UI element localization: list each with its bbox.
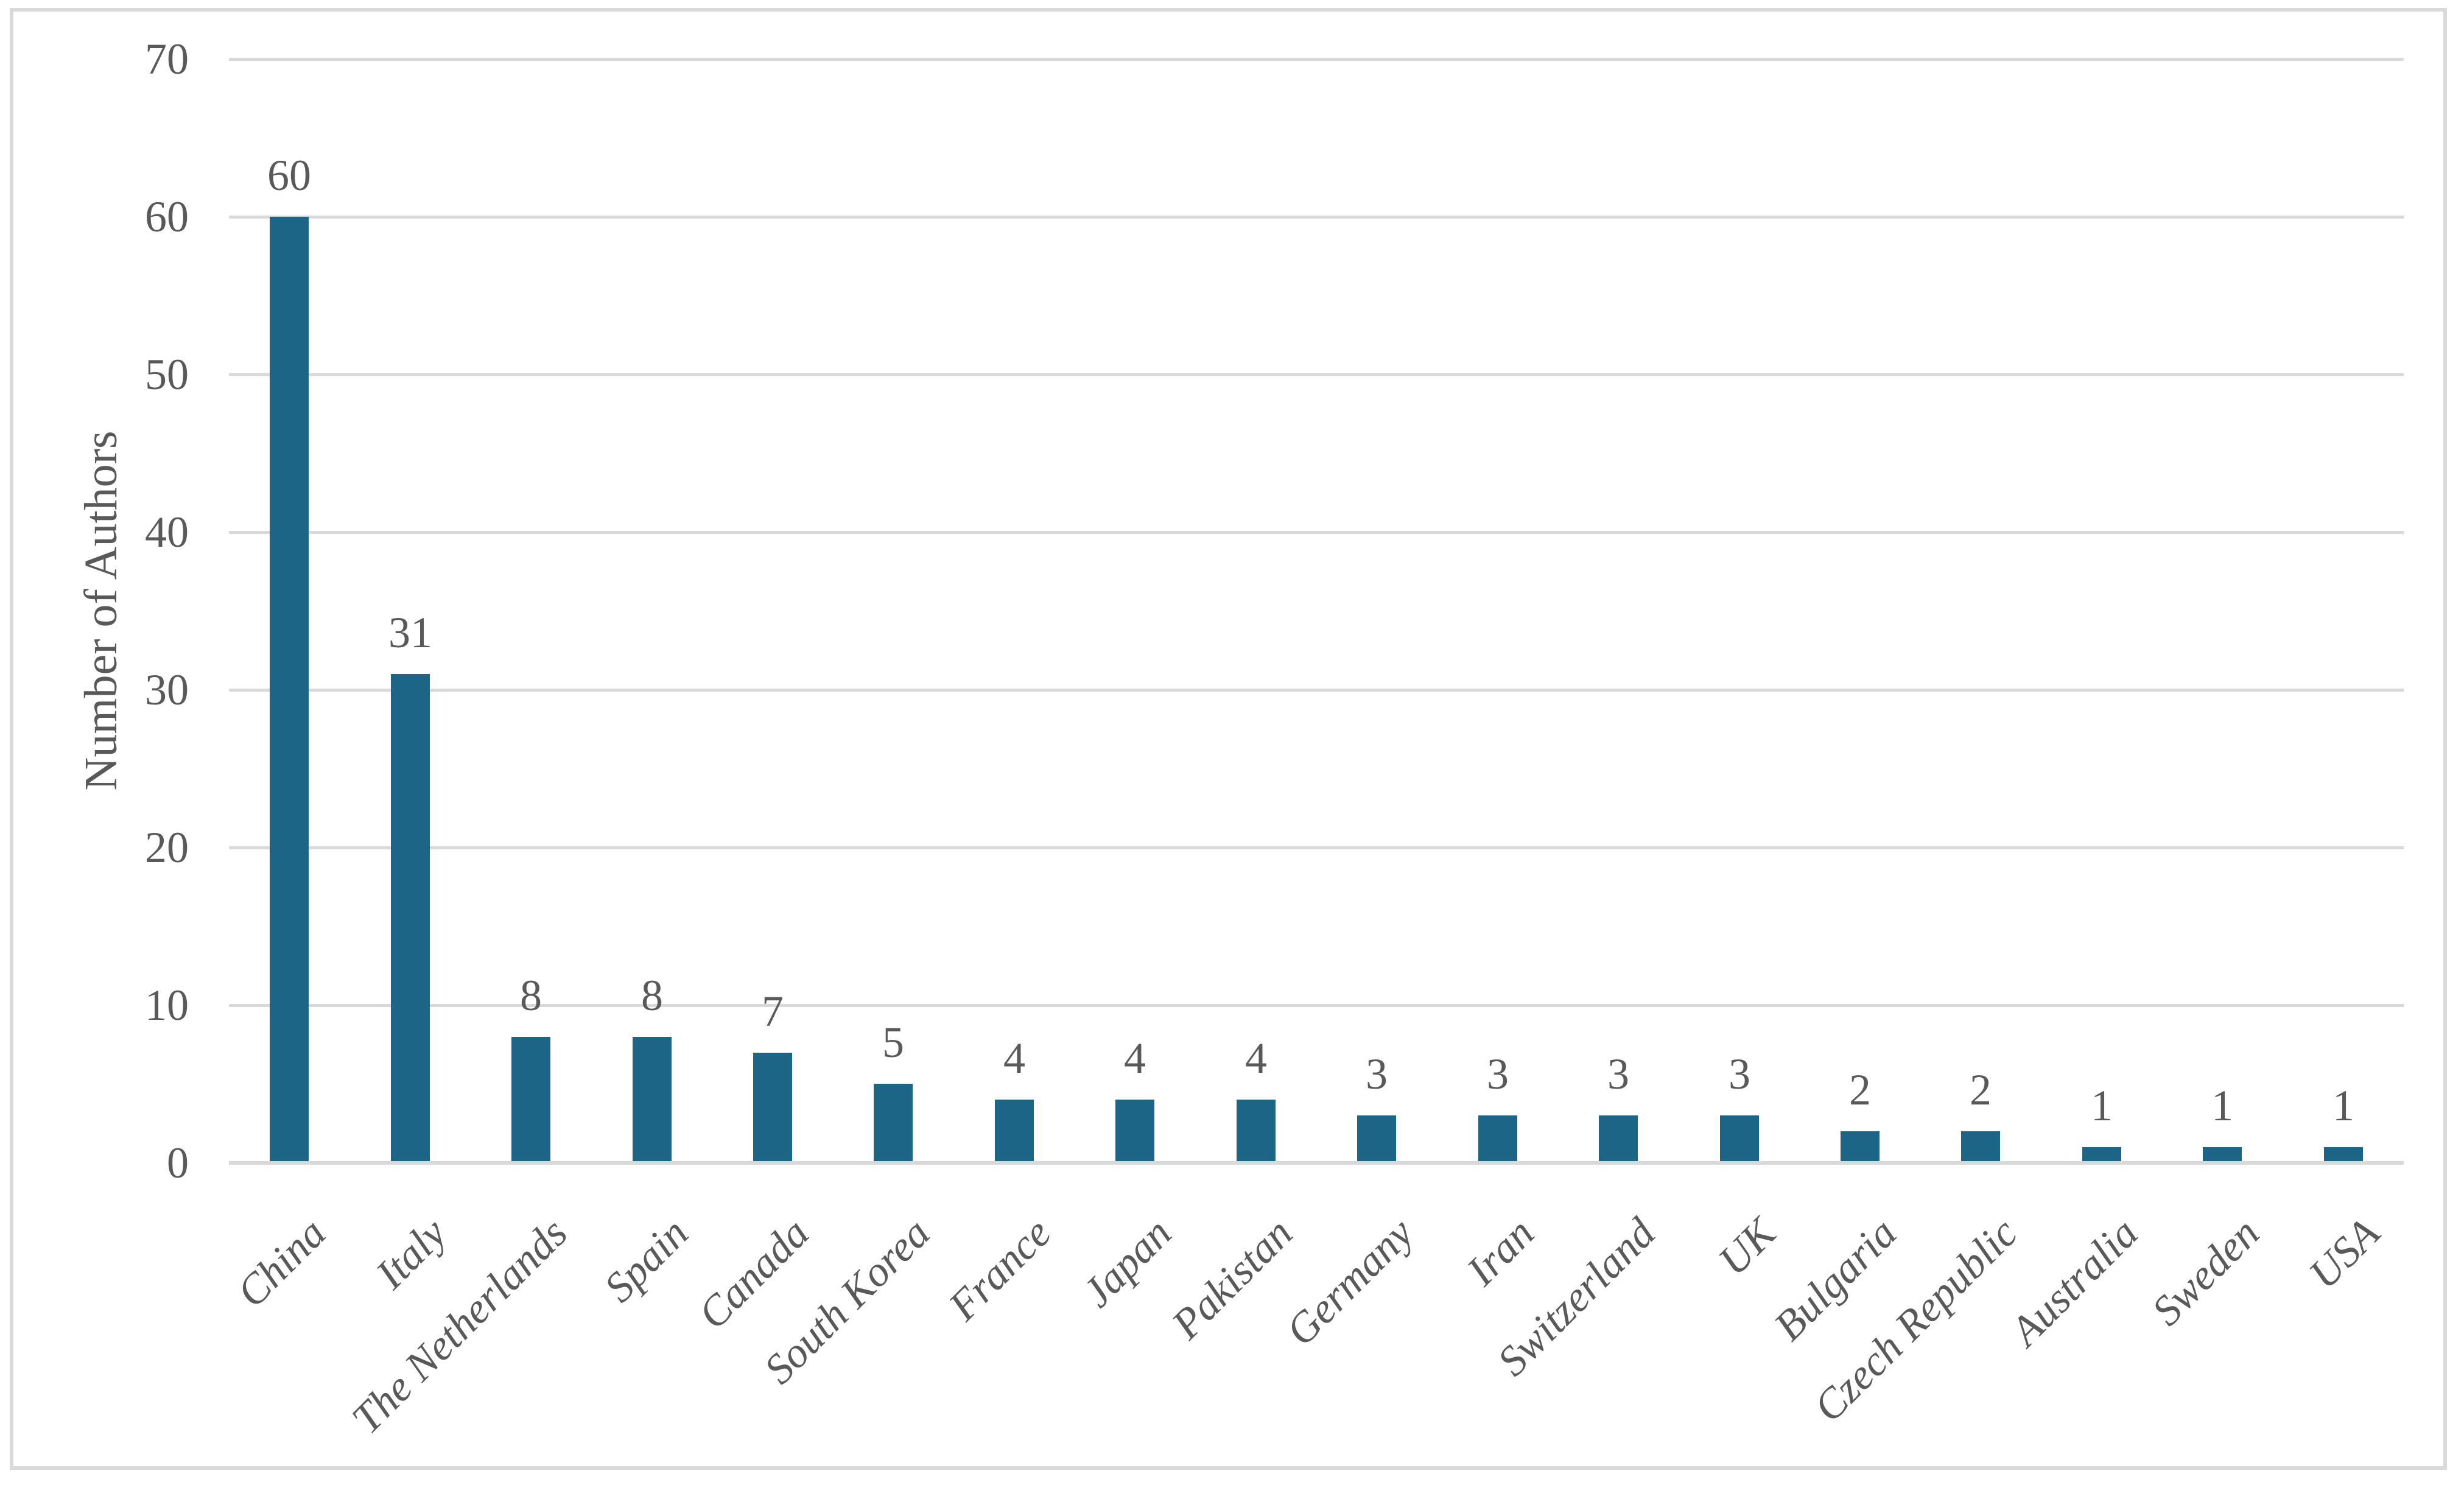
bar-value-label: 3 (1607, 1050, 1629, 1098)
bar (1237, 1100, 1276, 1163)
bar-value-label: 1 (2332, 1081, 2354, 1130)
bar (753, 1053, 792, 1163)
bar-value-label: 4 (1245, 1034, 1267, 1083)
bar (1115, 1100, 1154, 1163)
bar-value-label: 3 (1487, 1050, 1509, 1098)
bar (1841, 1131, 1880, 1163)
bar-value-label: 1 (2091, 1081, 2113, 1130)
y-axis-tick-label: 10 (145, 981, 189, 1030)
bar (874, 1084, 913, 1163)
bar-value-label: 3 (1366, 1050, 1388, 1098)
bar-value-label: 8 (641, 971, 663, 1020)
gridline (229, 58, 2404, 61)
bar (2324, 1147, 2363, 1163)
bar (1599, 1115, 1638, 1163)
bar-value-label: 2 (1970, 1065, 1992, 1114)
bar-value-label: 3 (1729, 1050, 1750, 1098)
gridline (229, 373, 2404, 376)
bar (391, 674, 430, 1163)
y-axis-tick-label: 50 (145, 350, 189, 399)
gridline (229, 531, 2404, 534)
bar-value-label: 31 (388, 608, 432, 657)
bar (2203, 1147, 2242, 1163)
gridline (229, 216, 2404, 219)
gridline (229, 689, 2404, 692)
bar-value-label: 2 (1849, 1065, 1871, 1114)
bar (2082, 1147, 2121, 1163)
y-axis-tick-label: 0 (167, 1139, 189, 1187)
bar (1720, 1115, 1759, 1163)
gridline (229, 1004, 2404, 1007)
bar-value-label: 60 (267, 151, 311, 200)
y-axis-tick-label: 70 (145, 35, 189, 83)
bar-value-label: 5 (882, 1018, 904, 1067)
bar-value-label: 8 (520, 971, 542, 1020)
bar-value-label: 4 (1003, 1034, 1025, 1083)
bar (633, 1037, 672, 1163)
bar-value-label: 4 (1124, 1034, 1146, 1083)
y-axis-tick-label: 20 (145, 823, 189, 872)
bar-value-label: 1 (2211, 1081, 2233, 1130)
bar (270, 217, 309, 1163)
bar-value-label: 7 (762, 987, 784, 1036)
bar (1961, 1131, 2000, 1163)
bar (1478, 1115, 1517, 1163)
y-axis-title: Number of Authors (75, 430, 127, 791)
gridline (229, 846, 2404, 849)
y-axis-tick-label: 40 (145, 508, 189, 556)
bar (1357, 1115, 1396, 1163)
x-axis-line (229, 1161, 2404, 1165)
y-axis-tick-label: 60 (145, 192, 189, 241)
bar (995, 1100, 1034, 1163)
y-axis-tick-label: 30 (145, 665, 189, 714)
chart-border (10, 8, 2447, 1470)
bar (511, 1037, 550, 1163)
